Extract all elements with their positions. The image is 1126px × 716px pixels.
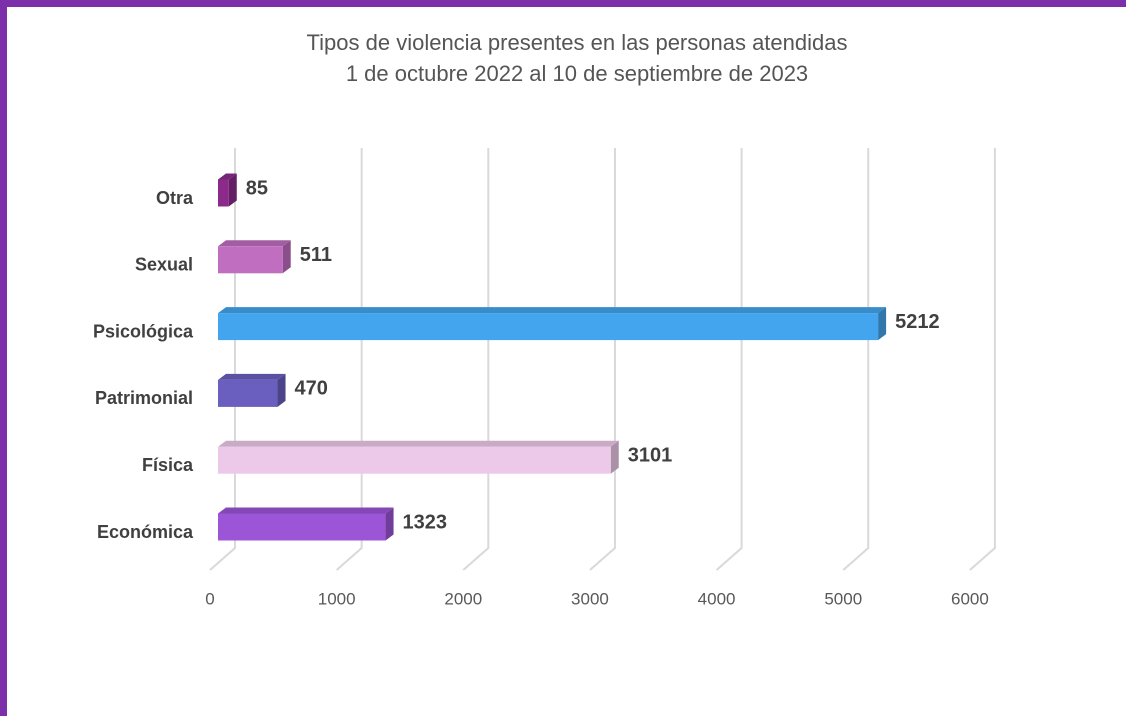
grid-line — [209, 148, 236, 571]
x-tick-label: 6000 — [951, 589, 989, 608]
y-tick-label: Económica — [97, 522, 194, 542]
y-tick-label: Otra — [156, 188, 194, 208]
y-tick-label: Sexual — [135, 255, 193, 275]
bar-top — [218, 440, 619, 447]
bar-side — [385, 507, 394, 541]
bar — [218, 446, 611, 474]
x-tick-label: 3000 — [571, 589, 609, 608]
chart-subtitle: 1 de octubre 2022 al 10 de septiembre de… — [346, 61, 808, 86]
bar-side — [878, 307, 887, 341]
bar — [218, 513, 386, 541]
x-tick-label: 4000 — [698, 589, 736, 608]
bar-side — [610, 440, 619, 474]
y-tick-label: Psicológica — [93, 321, 194, 341]
x-tick-label: 5000 — [824, 589, 862, 608]
x-tick-label: 2000 — [444, 589, 482, 608]
bar — [218, 246, 283, 274]
bar — [218, 179, 229, 207]
y-tick-label: Patrimonial — [95, 388, 193, 408]
grid-line — [335, 148, 363, 571]
data-label: 470 — [295, 378, 328, 400]
grid-line — [462, 148, 490, 571]
bar-top — [218, 307, 887, 314]
x-tick-label: 0 — [205, 589, 214, 608]
bar-side — [282, 240, 291, 274]
grid-line — [589, 148, 616, 571]
top-border — [0, 0, 1126, 7]
chart-title: Tipos de violencia presentes en las pers… — [307, 30, 848, 55]
bar-top — [218, 173, 237, 180]
bar-top — [218, 240, 291, 247]
y-tick-label: Física — [142, 455, 194, 475]
data-label: 511 — [300, 244, 332, 266]
grid-line — [715, 148, 743, 571]
bar-side — [277, 373, 286, 407]
x-tick-label: 1000 — [318, 589, 356, 608]
bar — [218, 379, 278, 407]
grid-line — [842, 148, 870, 571]
data-label: 3101 — [628, 444, 673, 466]
data-label: 5212 — [895, 311, 940, 333]
grid-line — [969, 148, 996, 571]
bar — [218, 313, 879, 341]
bar-top — [218, 507, 394, 514]
data-label: 85 — [246, 177, 268, 199]
left-border — [0, 0, 7, 716]
bar-top — [218, 373, 286, 380]
bar-side — [228, 173, 237, 207]
data-label: 1323 — [403, 511, 448, 533]
